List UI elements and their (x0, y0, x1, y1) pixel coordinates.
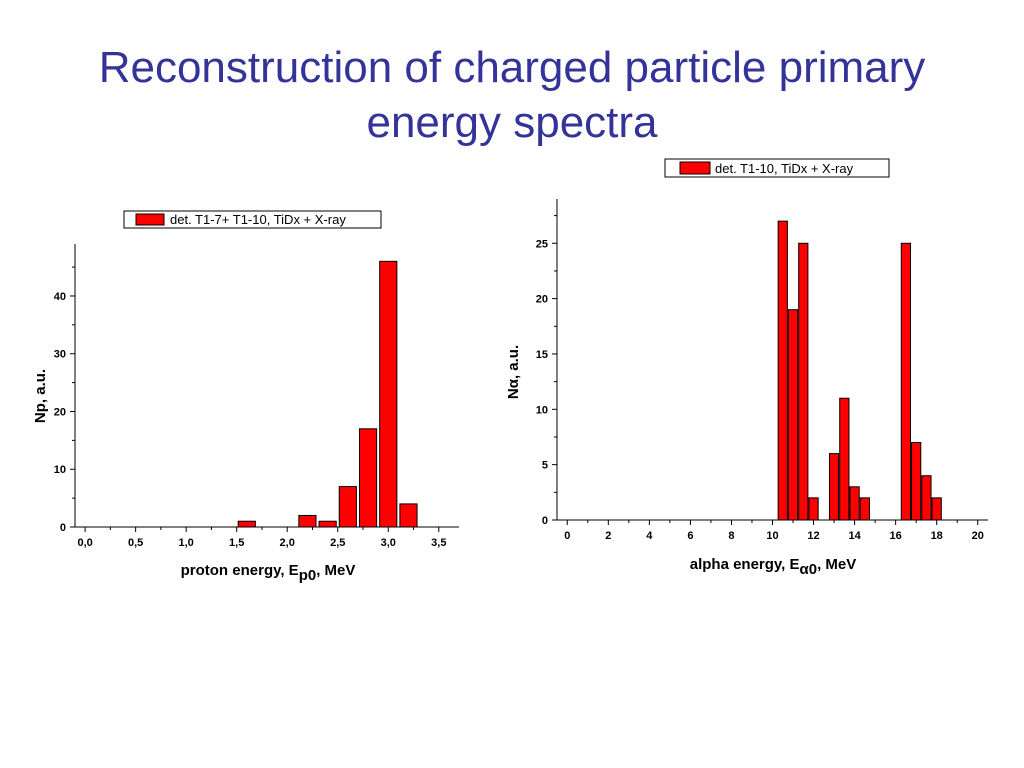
alpha-x-tick-label: 8 (728, 530, 734, 542)
alpha-x-tick-label: 20 (972, 530, 984, 542)
proton-y-tick-label: 30 (54, 349, 66, 361)
proton-y-tick-label: 20 (54, 406, 66, 418)
alpha-spectrum-chart: det. T1-10, TiDx + X-ray 0 5 10 15 20 25 0 2 4 6 8… (505, 158, 988, 578)
alpha-x-axis-label: alpha energy, Eα0, MeV (690, 556, 857, 578)
proton-bar (399, 503, 418, 528)
proton-x-tick-label: 0,0 (77, 537, 92, 549)
alpha-y-tick-label: 0 (542, 515, 548, 527)
alpha-y-tick-label: 5 (542, 460, 548, 472)
alpha-bar (921, 475, 932, 521)
alpha-bar (911, 442, 922, 521)
alpha-bar (839, 397, 850, 521)
proton-x-tick-label: 0,5 (128, 537, 143, 549)
proton-legend-swatch (135, 213, 165, 226)
alpha-y-tick-label: 15 (536, 349, 548, 361)
alpha-bar (798, 242, 809, 521)
alpha-legend-swatch (679, 161, 711, 175)
slide-title: Reconstruction of charged particle prima… (0, 40, 1024, 150)
alpha-x-tick-label: 16 (890, 530, 902, 542)
proton-x-label-suffix: , MeV (316, 562, 355, 579)
proton-x-tick-label: 3,0 (381, 537, 396, 549)
alpha-x-label-subscript: α0 (800, 561, 818, 578)
proton-bar (298, 514, 317, 528)
alpha-y-tick-label: 25 (536, 238, 548, 250)
proton-spectrum-chart: det. T1-7+ T1-10, TiDx + X-ray 0 10 20 30 40… (32, 210, 459, 584)
proton-bar (379, 260, 398, 528)
proton-legend-box (123, 210, 382, 229)
proton-x-tick-label: 1,5 (229, 537, 244, 549)
alpha-x-tick-label: 2 (605, 530, 611, 542)
proton-bar (318, 520, 337, 528)
alpha-x-tick-label: 0 (564, 530, 570, 542)
alpha-bar (777, 220, 788, 521)
alpha-bar (787, 309, 799, 521)
proton-x-tick-label: 2,0 (280, 537, 295, 549)
proton-x-tick-label: 2,5 (330, 537, 345, 549)
proton-y-axis-label: Np, a.u. (32, 369, 49, 423)
alpha-x-tick-label: 10 (766, 530, 778, 542)
alpha-bars (777, 220, 942, 521)
proton-y-tick-label: 0 (60, 522, 66, 534)
alpha-x-tick-label: 6 (687, 530, 693, 542)
alpha-bar (849, 486, 860, 521)
proton-bar (338, 486, 357, 528)
alpha-bar (808, 497, 819, 521)
alpha-y-axis-label: Nα, a.u. (505, 345, 522, 399)
alpha-x-label-prefix: alpha energy, E (690, 556, 800, 573)
alpha-y-tick-label: 20 (536, 294, 548, 306)
alpha-x-tick-label: 18 (931, 530, 943, 542)
alpha-axis-ticks: 0 5 10 15 20 25 0 2 4 6 8 10 12 14 16 18 20 (536, 215, 984, 542)
proton-legend-text: det. T1-7+ T1-10, TiDx + X-ray (170, 212, 346, 227)
alpha-x-tick-label: 14 (848, 530, 861, 542)
slide-title-line-2: energy spectra (366, 98, 658, 147)
slide-title-line-1: Reconstruction of charged particle prima… (98, 43, 926, 92)
alpha-x-label-suffix: , MeV (817, 556, 856, 573)
proton-x-tick-label: 1,0 (179, 537, 194, 549)
alpha-legend: det. T1-10, TiDx + X-ray (664, 158, 890, 178)
proton-bar (237, 520, 256, 528)
alpha-x-tick-label: 12 (807, 530, 819, 542)
alpha-y-tick-label: 10 (536, 404, 548, 416)
alpha-bar (859, 497, 870, 521)
alpha-bar (828, 453, 840, 521)
alpha-x-tick-label: 4 (646, 530, 653, 542)
proton-x-label-prefix: proton energy, E (181, 562, 299, 579)
proton-legend: det. T1-7+ T1-10, TiDx + X-ray (123, 210, 382, 229)
proton-x-label-subscript: p0 (299, 567, 317, 584)
proton-x-axis-label: proton energy, Ep0, MeV (181, 562, 356, 584)
proton-x-tick-label: 3,5 (431, 537, 446, 549)
alpha-bar (900, 242, 912, 521)
proton-y-tick-label: 10 (54, 464, 66, 476)
alpha-bar (931, 497, 942, 521)
proton-bars (237, 260, 418, 528)
alpha-legend-text: det. T1-10, TiDx + X-ray (715, 161, 854, 176)
alpha-legend-box (664, 158, 890, 178)
proton-bar (358, 428, 378, 528)
proton-y-tick-label: 40 (54, 291, 66, 303)
